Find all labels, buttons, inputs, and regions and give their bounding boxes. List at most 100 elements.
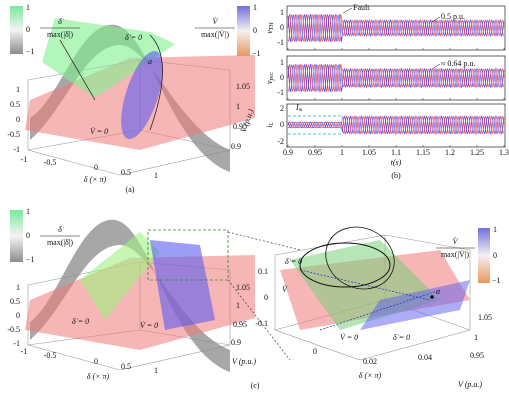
z-tick-label: -0.1 [255, 319, 268, 328]
tick-label: −1 [26, 255, 35, 264]
tick-label: −1 [492, 276, 501, 285]
y-tick-label: 0 [280, 120, 284, 129]
y-tick-label: 1 [280, 8, 284, 17]
z-tick-label: -0.5 [7, 325, 20, 334]
annotation: 0.5 p.u. [441, 12, 465, 21]
annotation: a [148, 57, 152, 66]
z-tick-label: -1 [13, 145, 20, 154]
z-tick-label: -0.5 [7, 130, 20, 139]
z-tick-label: 0.5 [10, 297, 20, 306]
tick-label: 1 [26, 3, 30, 12]
x-tick-label: 1.1 [391, 148, 401, 157]
waveform [287, 63, 505, 93]
tick-label: 1 [253, 3, 257, 12]
label-main: v [265, 30, 274, 34]
y-axis-label: vpcc [265, 72, 276, 84]
tick-label: 0 [26, 25, 30, 34]
x-tick-label: -1 [21, 347, 28, 356]
panel-a: 1 0 −1 δ̇ max(|δ̇|) 1 0 −1 V̇ max(|V̇|) … [7, 3, 260, 194]
x-tick-label: 1.05 [362, 148, 376, 157]
label-sub: TH [269, 22, 275, 30]
panel-b: 1 0 -1 1 0 -1 2 0 -2 vTH vpcc iL 0.9 0.95… [265, 3, 509, 180]
annotation-main: I [295, 103, 299, 112]
z-tick-label: 0 [16, 311, 20, 320]
tick-label: 0 [253, 26, 257, 35]
waveform [287, 13, 505, 43]
waveform [287, 114, 505, 136]
colorbar-label: V̇ [213, 17, 219, 26]
x-tick-label: -1 [21, 155, 28, 164]
waveform [287, 13, 505, 43]
v-tick-label: 1.05 [478, 313, 492, 322]
v-tick-label: 1.05 [236, 283, 250, 292]
colorbar [10, 210, 23, 262]
annotation: δ̇ = 0 [72, 317, 89, 326]
panel-label: (b) [391, 171, 401, 180]
x-tick-label: 0.04 [418, 353, 432, 362]
z-tick-label: 0 [264, 293, 268, 302]
x-tick-label: -0.5 [44, 158, 57, 167]
x-tick-label: 1 [340, 148, 344, 157]
tick-label: 1 [26, 207, 30, 216]
colorbar [10, 6, 23, 54]
x-axis-label: δ (× π) [359, 371, 382, 380]
x-tick-label: 1.25 [470, 148, 484, 157]
y-tick-label: -1 [277, 38, 284, 47]
v-tick-label: 0.95 [233, 122, 247, 131]
y-tick-label: 0 [280, 73, 284, 82]
annotation: δ̇ = 0 [285, 257, 302, 266]
waveform [287, 114, 505, 136]
label-main: v [265, 80, 274, 84]
annotation: Im [295, 103, 303, 113]
z-tick-label: 0.1 [258, 267, 268, 276]
y-tick-label: -2 [277, 137, 284, 146]
x-tick-label: 0 [313, 347, 317, 356]
tick-label: −1 [252, 49, 261, 58]
v-tick-label: 0.9 [231, 338, 241, 347]
x-tick-label: 0.02 [363, 357, 377, 366]
y-tick-label: -1 [277, 88, 284, 97]
colorbar-label: δ̇ [58, 17, 65, 26]
x-tick-label: 0 [94, 163, 98, 172]
z-tick-label: 0 [16, 115, 20, 124]
x-tick-label: 0 [94, 357, 98, 366]
annotation-sub: m [299, 108, 303, 113]
panel-label: (a) [126, 185, 135, 194]
y-axis-label: vTH [265, 22, 276, 34]
colorbar [478, 228, 490, 283]
annotation: δ̇ = 0 [393, 333, 410, 342]
annotation: ≈ 0.64 p.u. [441, 59, 475, 68]
v-axis-label: V (p.u.) [232, 357, 256, 366]
annotation: a [436, 287, 440, 296]
annotation: δ̇ = 0 [125, 33, 142, 42]
colorbar-label: max(|V̇|) [441, 249, 469, 259]
v-tick-label: 0.95 [470, 351, 484, 360]
v-tick-label: 0.95 [233, 320, 247, 329]
y-tick-label: 1 [280, 58, 284, 67]
panel-label: (c) [251, 381, 260, 390]
z-tick-label: -1 [13, 339, 20, 348]
colorbar-label: max(|δ̇|) [47, 238, 73, 247]
z-tick-label: 1 [16, 85, 20, 94]
tick-label: 0 [493, 251, 497, 260]
annotation: V̇ = 0 [340, 333, 358, 342]
v-tick-label: 0.9 [231, 142, 241, 151]
annotation: Fault [353, 3, 370, 12]
v-tick-label: 1.05 [236, 82, 250, 91]
x-tick-label: 0.5 [121, 362, 131, 371]
annotation: V̇ = 0 [140, 321, 158, 330]
x-tick-label: 0.5 [121, 168, 131, 177]
colorbar-label: max(|δ̇|) [47, 30, 73, 39]
z-tick-label: 1 [16, 283, 20, 292]
tick-label: 0 [26, 231, 30, 240]
x-tick-label: 0.9 [283, 148, 293, 157]
x-tick-label: 0.95 [308, 148, 322, 157]
v-axis-label: V (p.u.) [458, 380, 482, 389]
y-axis-label: iL [265, 122, 276, 128]
label-sub: pcc [269, 72, 275, 82]
colorbar-label: V̇ [453, 237, 459, 246]
tick-label: −1 [26, 47, 35, 56]
waveform [287, 63, 505, 93]
x-tick-label: 1.15 [416, 148, 430, 157]
